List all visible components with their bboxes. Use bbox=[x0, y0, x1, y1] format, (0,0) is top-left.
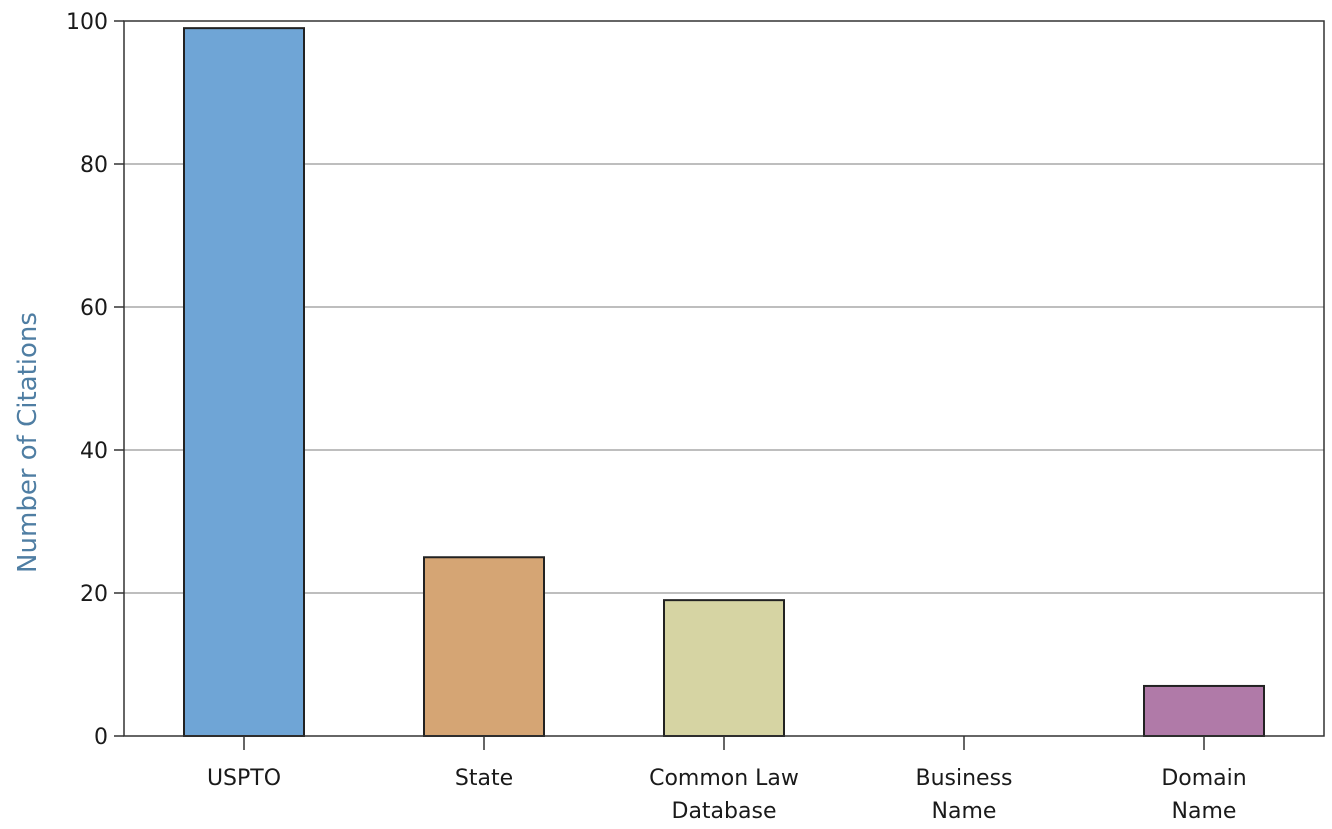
x-axis: USPTO State Common Law Database Business Name… bbox=[207, 736, 1247, 824]
y-tick-label: 80 bbox=[80, 153, 108, 178]
y-tick-label: 60 bbox=[80, 296, 108, 321]
gridlines bbox=[124, 163, 1324, 594]
bars bbox=[183, 27, 1265, 738]
bar-state bbox=[423, 556, 545, 737]
x-tick-label: Common Law Database bbox=[649, 766, 799, 824]
y-axis-label: Number of Citations bbox=[13, 312, 43, 573]
x-tick-label: State bbox=[455, 766, 513, 791]
bar-domain bbox=[1143, 684, 1265, 738]
bar-uspto bbox=[183, 27, 305, 737]
x-tick-label: Business Name bbox=[915, 766, 1012, 824]
y-tick-label: 20 bbox=[80, 582, 108, 607]
y-tick-label: 40 bbox=[80, 439, 108, 464]
y-tick-label: 0 bbox=[94, 725, 108, 750]
x-tick-label: Domain Name bbox=[1161, 766, 1246, 824]
y-axis: 0 20 40 60 80 100 bbox=[66, 10, 124, 750]
y-tick-label: 100 bbox=[66, 10, 108, 35]
x-tick-label: USPTO bbox=[207, 766, 281, 791]
bar-common-law bbox=[663, 599, 785, 738]
